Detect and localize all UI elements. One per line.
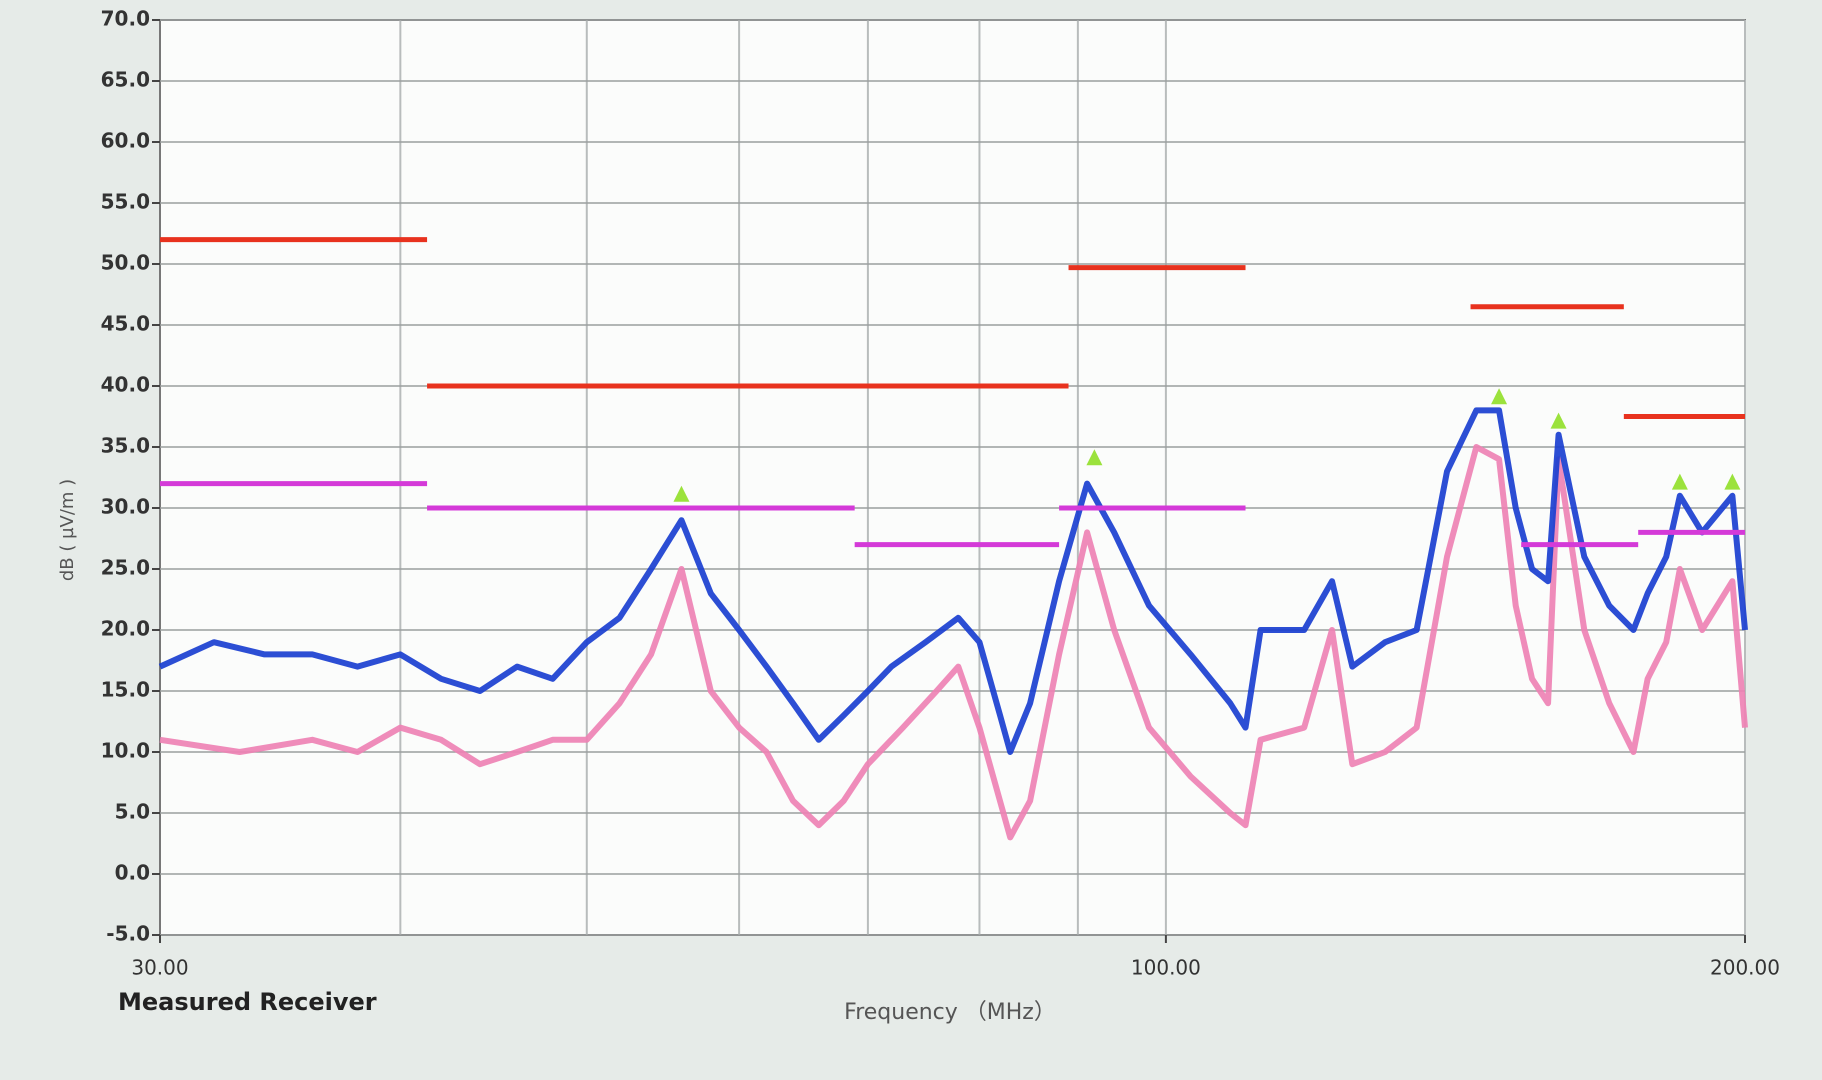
y-tick-label: 0.0 (115, 861, 150, 885)
x-tick-label: 30.00 (131, 956, 188, 980)
plot-area (159, 19, 1746, 936)
y-tick-label: 70.0 (101, 7, 150, 31)
trace-line (158, 407, 1748, 755)
footer-label: Measured Receiver (118, 988, 377, 1016)
y-tick-label: 50.0 (101, 251, 150, 275)
y-tick-label: 60.0 (101, 129, 150, 153)
peak-marker (1724, 473, 1741, 490)
y-tick-label: 30.0 (101, 495, 150, 519)
x-axis-label: Frequency （MHz） (844, 1000, 1056, 1025)
peak-marker (1671, 473, 1688, 490)
y-tick-label: -5.0 (106, 922, 150, 946)
y-tick-label: 45.0 (101, 312, 150, 336)
peak-marker (1491, 388, 1508, 405)
peak-marker (673, 485, 690, 502)
y-tick-label: 15.0 (101, 678, 150, 702)
y-tick-label: 5.0 (115, 800, 150, 824)
peak-marker (1550, 412, 1567, 429)
y-tick-label: 20.0 (101, 617, 150, 641)
y-tick-label: 35.0 (101, 434, 150, 458)
y-tick-label: 40.0 (101, 373, 150, 397)
x-tick-label: 100.00 (1131, 956, 1201, 980)
y-axis-label: dB ( µV/m ) (57, 479, 78, 581)
peak-marker (1086, 449, 1103, 466)
y-tick-label: 10.0 (101, 739, 150, 763)
x-tick-label: 200.00 (1710, 956, 1780, 980)
y-tick-label: 25.0 (101, 556, 150, 580)
y-tick-label: 65.0 (101, 68, 150, 92)
y-tick-label: 55.0 (101, 190, 150, 214)
